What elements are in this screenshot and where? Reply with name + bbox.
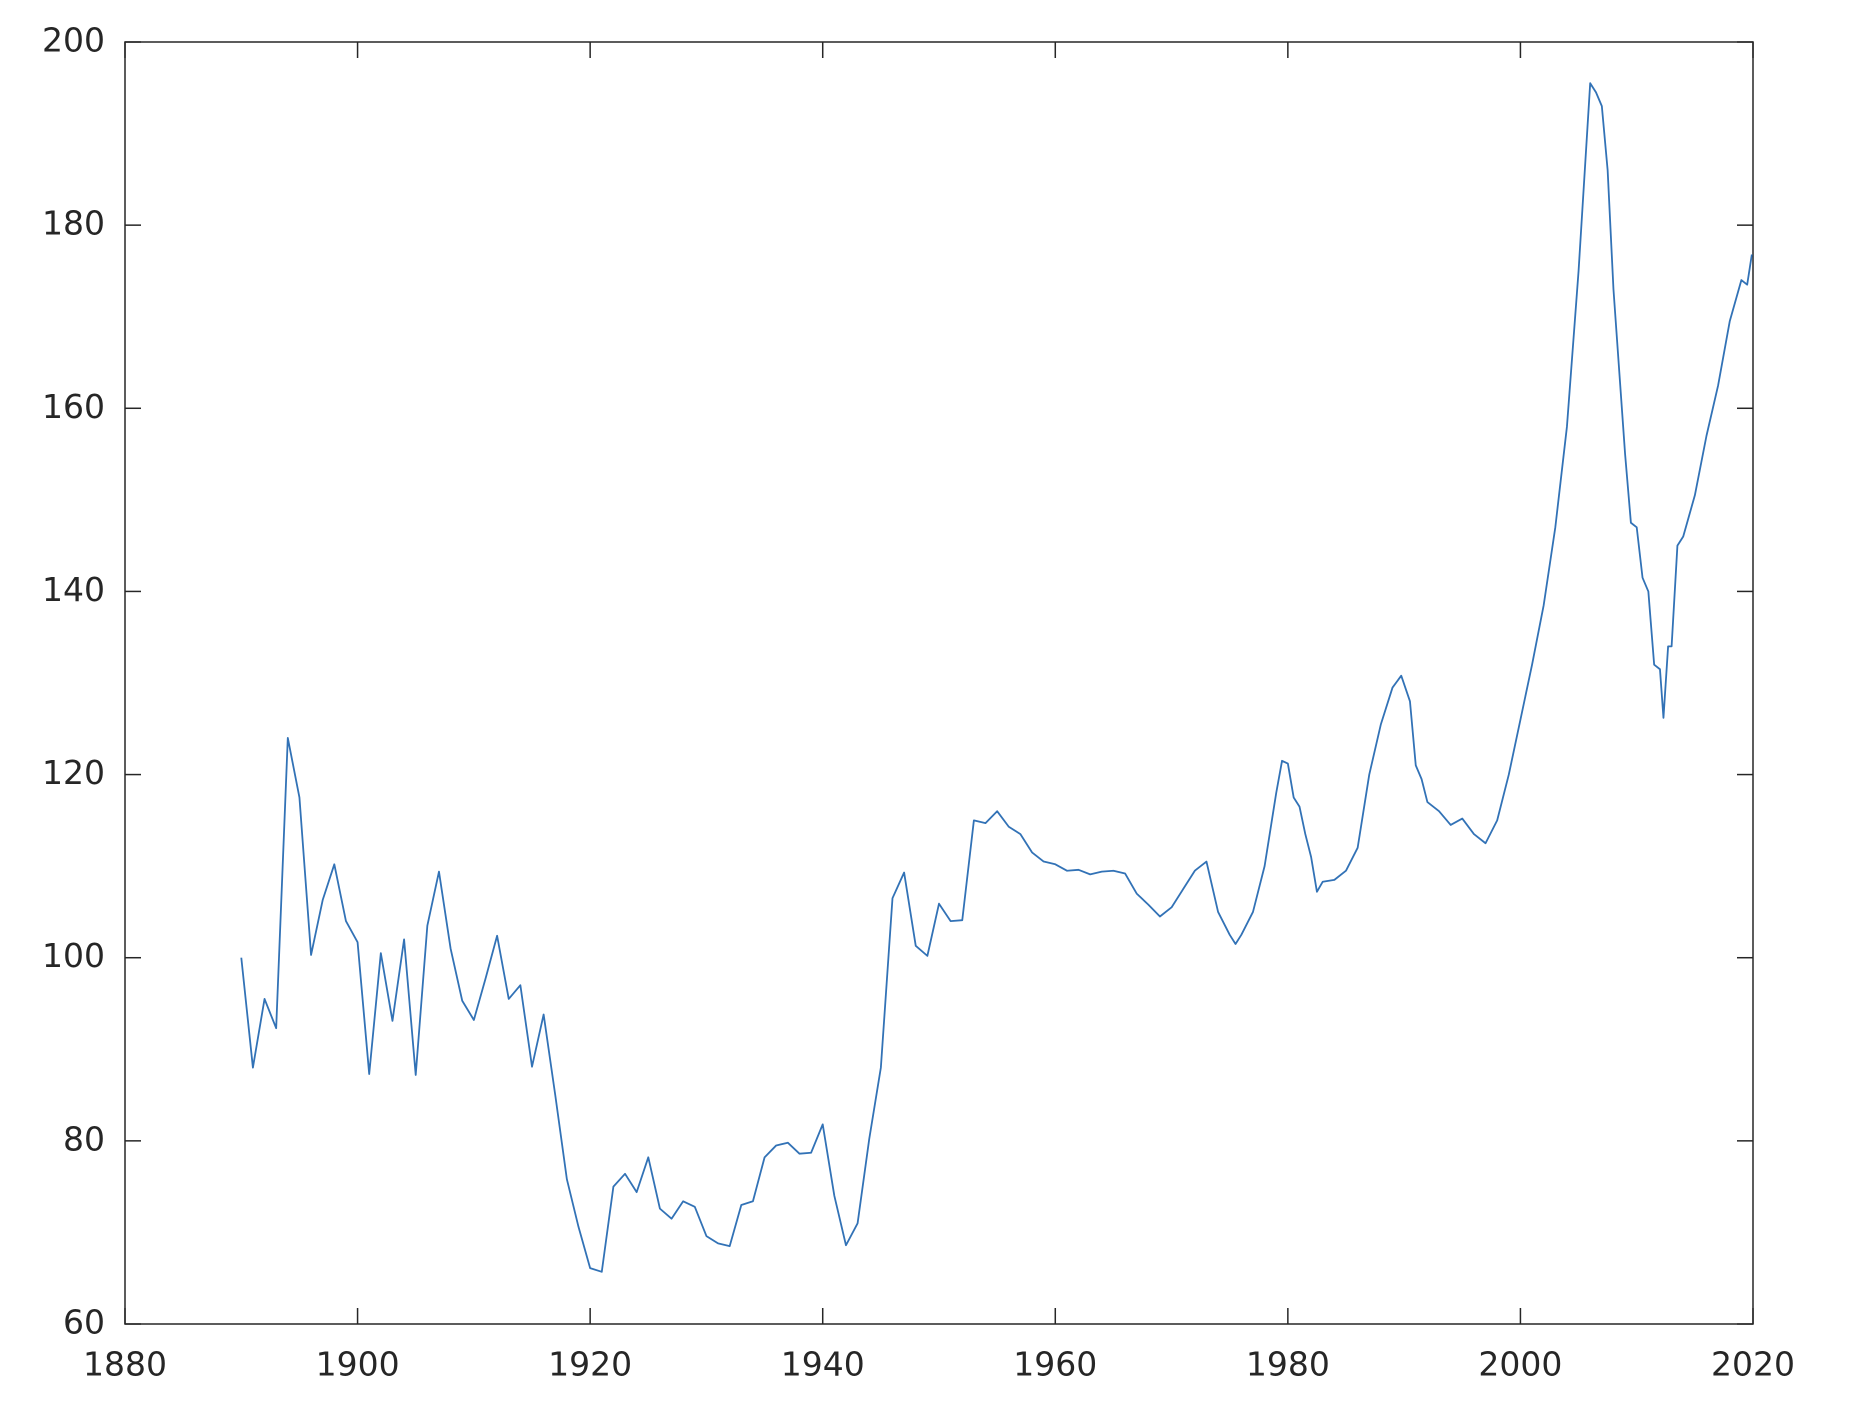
y-tick-label: 200 — [42, 21, 105, 60]
data-line — [240, 82, 1753, 1273]
x-tick-label: 1920 — [548, 1345, 632, 1384]
x-tick-label: 2000 — [1478, 1345, 1562, 1384]
y-tick-label: 80 — [63, 1119, 105, 1158]
x-tick-label: 1900 — [316, 1345, 400, 1384]
x-tick-label: 1980 — [1246, 1345, 1330, 1384]
y-tick-label: 160 — [42, 387, 105, 426]
x-tick-label: 1960 — [1013, 1345, 1097, 1384]
y-tick-label: 140 — [42, 570, 105, 609]
x-tick-label: 1940 — [781, 1345, 865, 1384]
x-tick-label: 2020 — [1711, 1345, 1795, 1384]
y-tick-label: 60 — [63, 1303, 105, 1342]
plot-frame — [124, 41, 1754, 1325]
y-tick-label: 120 — [42, 753, 105, 792]
y-tick-label: 180 — [42, 204, 105, 243]
x-tick-label: 1880 — [83, 1345, 167, 1384]
y-tick-label: 100 — [42, 936, 105, 975]
